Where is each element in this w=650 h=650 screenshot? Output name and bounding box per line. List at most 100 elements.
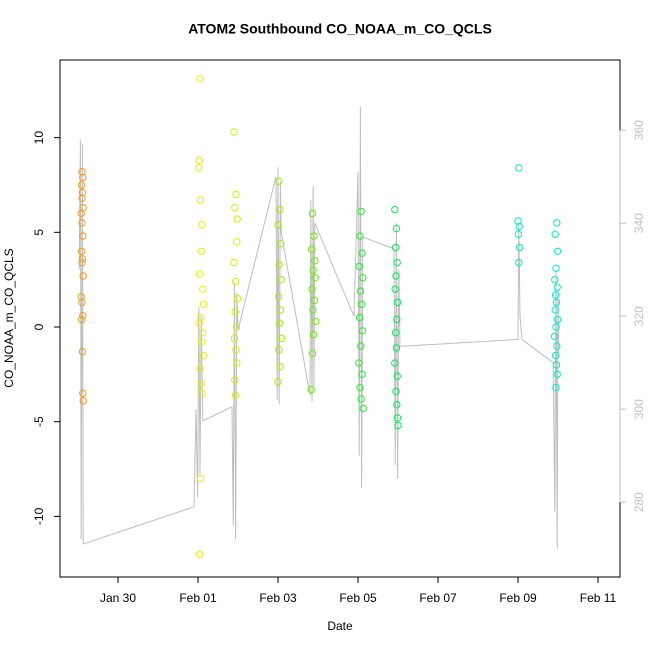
point	[231, 277, 240, 286]
point	[196, 75, 204, 83]
point	[276, 306, 285, 314]
chart-title: ATOM2 Southbound CO_NOAA_m_CO_QCLS	[188, 21, 492, 37]
point	[233, 294, 242, 303]
point	[515, 243, 524, 252]
point	[197, 247, 205, 255]
point	[195, 550, 204, 558]
point	[309, 266, 317, 274]
point	[231, 308, 239, 316]
point	[358, 370, 366, 379]
point	[78, 219, 86, 227]
point	[393, 315, 401, 324]
point	[358, 327, 367, 335]
point	[230, 258, 238, 267]
point	[357, 395, 365, 403]
point	[392, 387, 400, 396]
point	[78, 258, 86, 267]
point	[310, 232, 318, 240]
point	[195, 319, 203, 327]
point	[394, 421, 402, 430]
point	[311, 317, 320, 326]
point	[275, 260, 283, 269]
point	[309, 330, 318, 339]
point	[551, 351, 560, 360]
point	[77, 293, 85, 301]
point	[195, 164, 203, 172]
y-tick-label: 10	[32, 131, 46, 145]
point	[356, 383, 364, 392]
point	[359, 274, 367, 282]
point	[393, 372, 401, 380]
x-tick-label: Feb 11	[580, 591, 617, 605]
point	[78, 347, 87, 356]
point	[515, 164, 523, 172]
point	[196, 196, 205, 204]
point	[277, 239, 285, 248]
point	[274, 293, 283, 301]
point	[195, 156, 203, 165]
y-tick-label: 0	[32, 323, 46, 330]
point	[79, 232, 87, 240]
point	[230, 334, 239, 343]
point	[198, 329, 207, 337]
point	[311, 257, 319, 265]
point	[357, 300, 366, 308]
point	[393, 258, 401, 267]
point	[77, 209, 85, 218]
point	[514, 230, 523, 238]
x-tick-label: Feb 05	[339, 591, 377, 605]
point	[393, 414, 402, 422]
point	[307, 245, 316, 254]
point	[199, 351, 207, 360]
point	[391, 285, 399, 293]
point	[77, 315, 86, 324]
y-tick-label: -10	[32, 507, 46, 525]
x-tick-label: Feb 01	[179, 591, 217, 605]
x-tick-label: Feb 03	[259, 591, 297, 605]
point	[391, 359, 399, 367]
point	[232, 190, 240, 199]
point	[310, 296, 319, 305]
point	[550, 332, 559, 341]
point	[311, 274, 319, 282]
point	[197, 380, 205, 388]
point	[233, 359, 241, 367]
point	[515, 258, 523, 267]
point	[79, 397, 87, 405]
point	[359, 404, 367, 413]
point	[78, 298, 86, 307]
plot-box	[59, 59, 621, 578]
point	[551, 275, 559, 284]
point	[355, 359, 363, 367]
point	[275, 346, 283, 354]
point	[553, 370, 561, 379]
point	[358, 249, 366, 257]
point	[78, 188, 87, 197]
point	[552, 383, 560, 392]
y-axis-label: CO_NOAA_m_CO_QCLS	[2, 248, 16, 387]
point	[232, 323, 241, 331]
point	[78, 168, 86, 176]
point	[515, 222, 523, 231]
y-tick-label: 5	[32, 229, 46, 236]
point	[79, 389, 87, 398]
y-tick-label: -5	[32, 416, 46, 427]
point	[553, 283, 561, 291]
point	[391, 329, 400, 337]
point	[78, 255, 87, 263]
point	[551, 291, 560, 299]
x-tick-label: Jan 30	[100, 591, 136, 605]
point	[355, 313, 364, 322]
y2-tick-label: 280	[632, 492, 646, 512]
point	[233, 238, 241, 246]
point	[357, 342, 365, 350]
point	[231, 391, 240, 399]
y2-tick-label: 340	[632, 213, 646, 233]
point	[552, 298, 561, 307]
point	[553, 315, 562, 324]
point	[308, 285, 316, 293]
point	[391, 243, 400, 252]
point	[277, 275, 285, 284]
point	[552, 264, 560, 273]
